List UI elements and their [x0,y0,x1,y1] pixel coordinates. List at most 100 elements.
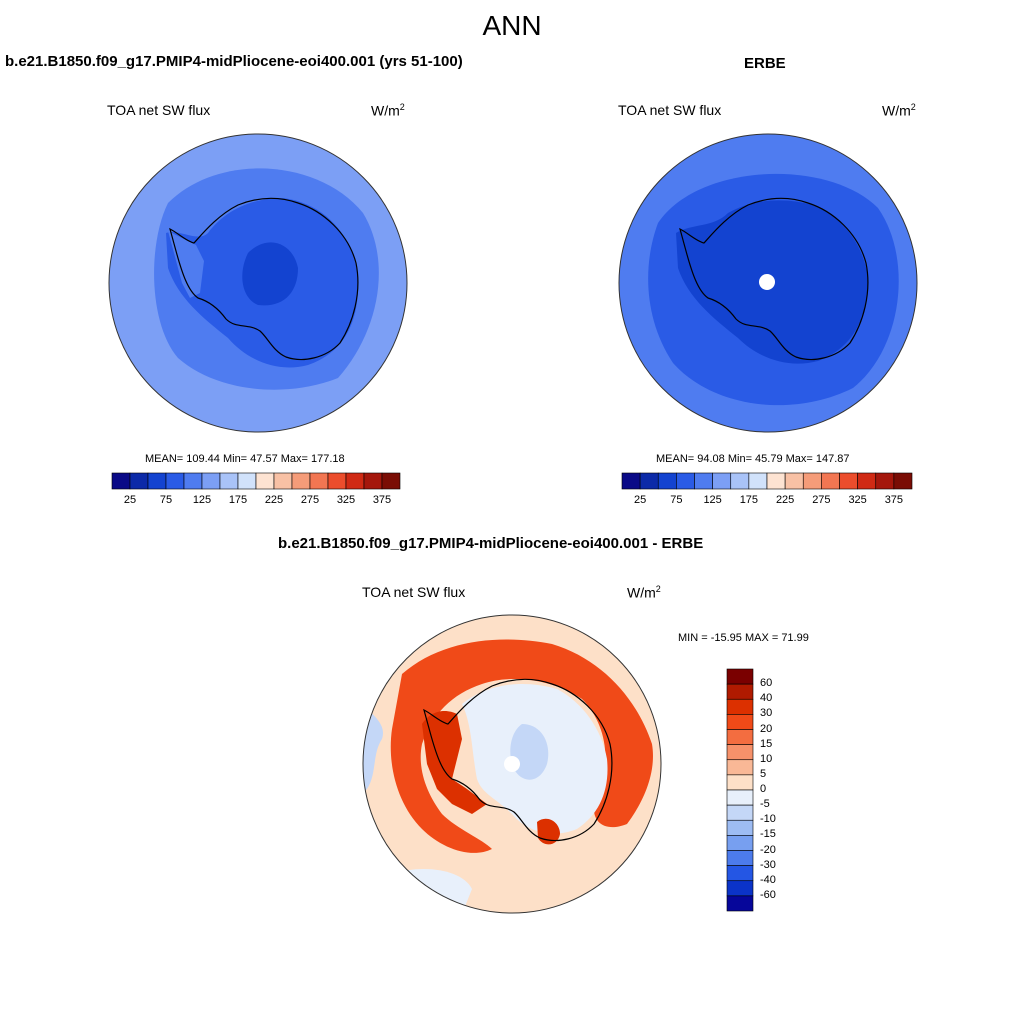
panel1-colorbar-box [327,472,347,490]
panel1-variable-label: TOA net SW flux [107,102,211,118]
panel2-map-border [618,133,918,433]
panel3-missing-pole [504,756,520,772]
panel3-colorbar-tick-label: -5 [760,798,770,811]
panel1-map-border [108,133,408,433]
panel2-colorbar-tick-label: 25 [634,494,647,506]
panel1-colorbar-tick-label: 175 [228,494,248,506]
panel3-colorbar-box [726,683,754,700]
panel3-colorbar-box [726,714,754,730]
panel3-colorbar-box [726,774,754,791]
panel2-colorbar-tick-label: 175 [739,494,759,506]
panel3-colorbar-tick-label: 30 [760,707,773,720]
panel3-colorbar-tick-label: 0 [760,783,767,795]
panel3-colorbar-tick-label: 40 [760,692,773,705]
panel2-colorbar-box [893,472,913,490]
panel1-colorbar-ticks: 25 75 125 175 225 275 325 375 [112,494,400,508]
panel1-colorbar-box [129,472,149,490]
panel2-colorbar-box [712,472,732,490]
panel1-colorbar-box [111,472,131,490]
panel1-colorbar-box [219,472,239,490]
panel2-colorbar-box [676,472,695,490]
panel1-colorbar-box [381,472,401,490]
panel3-colorbar-box [726,759,754,776]
panel1-colorbar-box [165,472,185,490]
panel2-colorbar-box [621,472,641,490]
panel2-colorbar-tick-label: 275 [812,494,831,506]
panel3-colorbar-tick-label: -20 [760,843,776,856]
panel3-colorbar-box [726,835,754,851]
panel2-title: ERBE [744,55,786,72]
panel3-colorbar-box [726,744,754,761]
panel1-units: W/m2 [371,102,405,119]
panel3-polar-map [362,614,662,914]
panel3-region-peninsula-high [422,711,487,814]
panel3-colorbar-tick-label: -15 [760,828,776,841]
panel2-colorbar-ticks: 25 75 125 175 225 275 325 375 [622,494,912,508]
panel1-colorbar-tick-label: 325 [336,494,356,506]
panel3-colorbar-box [726,668,754,685]
panel2-colorbar-tick-label: 125 [703,494,722,506]
panel1-colorbar-tick-label: 75 [159,494,173,506]
panel2-missing-pole [759,274,775,290]
panel1-colorbar-box [183,472,203,490]
panel3-minmax: MIN = -15.95 MAX = 71.99 [678,632,809,644]
panel2-colorbar-box [657,472,677,490]
panel2-colorbar-tick-label: 375 [884,494,904,506]
panel3-colorbar-box [726,895,754,912]
panel2-colorbar-box [766,472,786,490]
panel1-colorbar-box [237,472,257,490]
panel1-colorbar-box [201,472,221,490]
panel1-colorbar-tick-label: 275 [300,494,320,506]
panel3-region-southeast-high [537,818,560,845]
panel3-colorbar-tick-label: -30 [760,858,776,871]
main-title: ANN [482,10,542,41]
panel1-colorbar-tick-label: 25 [123,494,137,506]
panel3-colorbar-box [726,865,754,882]
panel1-colorbar-box [363,472,383,490]
panel3-map-border [362,614,662,914]
panel3-colorbar-box [726,819,754,836]
panel1-colorbar-box [147,472,167,490]
panel1-stats: MEAN= 109.44 Min= 47.57 Max= 177.18 [145,453,345,465]
panel2-polar-map [618,133,918,433]
panel3-variable-label: TOA net SW flux [362,584,466,600]
panel3-title: b.e21.B1850.f09_g17.PMIP4-midPliocene-eo… [278,535,704,552]
panel2-colorbar-tick-label: 75 [670,494,683,506]
panel2-units: W/m2 [882,102,916,119]
panel1-colorbar-tick-label: 225 [264,494,284,506]
panel2-colorbar-box [821,472,840,490]
panel2-stats: MEAN= 94.08 Min= 45.79 Max= 147.87 [656,453,850,465]
panel1-colorbar-box [291,472,311,490]
panel3-colorbar-box [726,729,754,745]
panel2-colorbar-box [875,472,895,490]
panel2-colorbar-box [730,472,750,490]
panel1-colorbar-box [345,472,365,490]
panel3-colorbar-box [726,804,754,821]
panel3-coastline [423,678,613,842]
panel1-region-plateau [242,242,298,306]
panel1-colorbar-box [273,472,293,490]
panel3-colorbar-box [726,698,754,715]
panel1-polar-map [108,133,408,433]
panel3-units: W/m2 [627,584,661,601]
panel1-colorbar-tick-label: 125 [192,494,212,506]
panel2-colorbar-box [694,472,713,490]
panel3-colorbar-ticks: 60 40 30 20 15 10 5 0 -5 -10 -15 -20 -30 -40 -60 [760,669,800,911]
panel3-colorbar-tick-label: 10 [760,752,773,765]
panel1-colorbar [111,472,401,490]
panel2-colorbar-box [802,472,822,490]
panel1-title: b.e21.B1850.f09_g17.PMIP4-midPliocene-eo… [5,53,463,70]
panel3-colorbar-tick-label: 5 [760,767,767,780]
panel2-coastline [679,197,869,361]
panel2-colorbar-tick-label: 225 [775,494,795,506]
panel2-variable-label: TOA net SW flux [618,102,722,118]
panel3-colorbar-box [726,789,754,806]
panel3-colorbar-tick-label: 60 [760,677,773,690]
panel1-colorbar-box [309,472,329,490]
panel3-colorbar-tick-label: 20 [760,722,773,735]
panel1-coastline [169,197,359,361]
panel2-colorbar-box [748,472,768,490]
panel3-colorbar-box [726,850,754,866]
panel2-colorbar-box [839,472,858,490]
panel3-colorbar-tick-label: -40 [760,873,776,886]
